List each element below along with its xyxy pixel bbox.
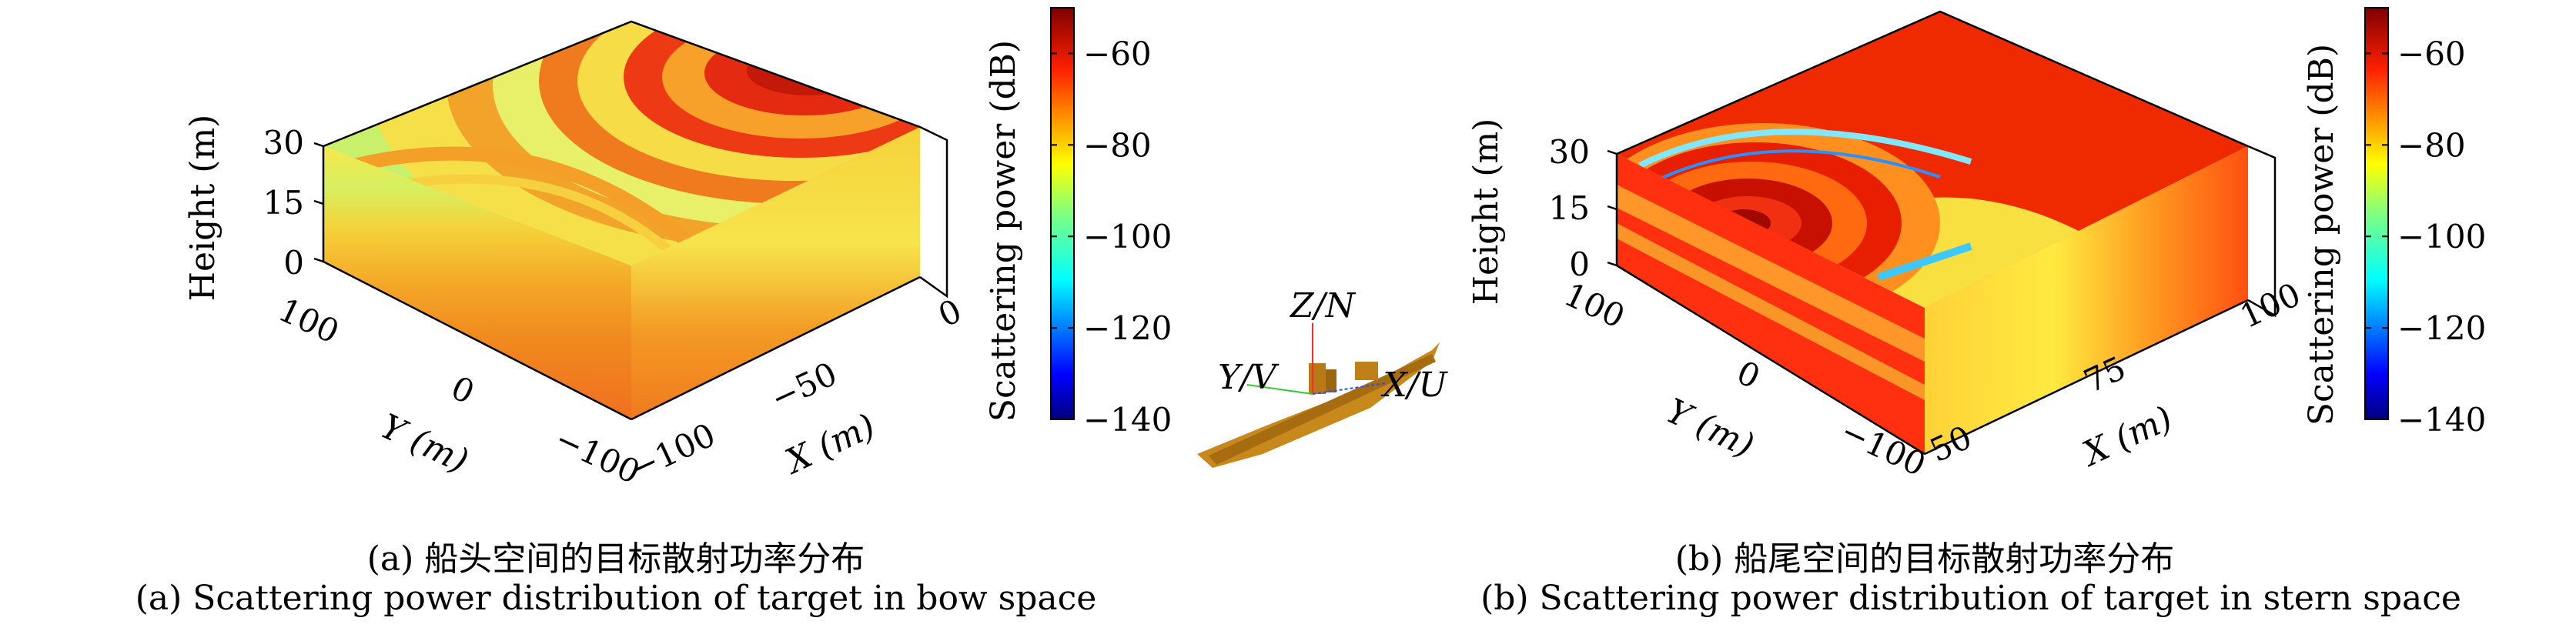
panel-a-y-tick: 100 bbox=[273, 291, 344, 351]
panel-a-z-tick: 0 bbox=[283, 244, 304, 282]
panel-a-y-tick: 0 bbox=[446, 369, 480, 412]
panel-a-z-tick: 15 bbox=[263, 184, 304, 222]
panel-b-colorbar-label: Scattering power (dB) bbox=[2302, 44, 2341, 426]
panel-b-z-tick: 30 bbox=[1549, 133, 1590, 171]
panel-a-x-tick: −50 bbox=[764, 355, 842, 418]
panel-a-plot bbox=[322, 20, 948, 421]
panel-a-colorbar-tick: −140 bbox=[1083, 401, 1172, 439]
panel-b-colorbar-tick: −140 bbox=[2397, 401, 2486, 439]
panel-b-z-tick: 0 bbox=[1569, 245, 1590, 283]
panel-b-colorbar-tick: −100 bbox=[2397, 218, 2486, 255]
ship-axis-y-label: Y/V bbox=[1218, 358, 1280, 397]
panel-b-caption-zh: (b) 船尾空间的目标散射功率分布 bbox=[1674, 539, 2175, 579]
panel-a-right-face bbox=[631, 127, 920, 419]
panel-a-caption-zh: (a) 船头空间的目标散射功率分布 bbox=[366, 539, 865, 579]
panel-b-z-axis: 30 15 0 Height (m) bbox=[1467, 119, 1618, 305]
panel-a-left-face bbox=[323, 146, 631, 419]
panel-a-x-tick: 0 bbox=[932, 292, 967, 335]
panel-b-colorbar-tick: −120 bbox=[2397, 309, 2486, 347]
panel-b-y-label: Y (m) bbox=[1660, 392, 1759, 466]
panel-a-z-axis: 30 15 0 Height (m) bbox=[183, 115, 324, 302]
panel-b-z-tick: 15 bbox=[1549, 189, 1590, 227]
panel-a-colorbar-label: Scattering power (dB) bbox=[984, 40, 1023, 422]
panel-a-colorbar-tick: −60 bbox=[1083, 35, 1152, 72]
panel-a-x-label: X (m) bbox=[778, 406, 881, 482]
panel-a-colorbar-tick: −80 bbox=[1083, 126, 1152, 164]
panel-b-right-face bbox=[1925, 146, 2248, 454]
panel-a-y-label: Y (m) bbox=[374, 407, 473, 482]
panel-a-z-tick: 30 bbox=[263, 124, 304, 162]
panel-b-x-label: X (m) bbox=[2075, 399, 2178, 475]
panel-b-colorbar-tick: −80 bbox=[2397, 126, 2466, 164]
panel-b-caption-en: (b) Scattering power distribution of tar… bbox=[1480, 579, 2461, 618]
panel-b-y-tick: 0 bbox=[1731, 353, 1766, 396]
ship-axis-x-label: X/U bbox=[1380, 366, 1448, 405]
panel-a-caption-en: (a) Scattering power distribution of tar… bbox=[135, 579, 1097, 618]
ship-axis-z-label: Z/N bbox=[1289, 286, 1356, 326]
panel-a-colorbar-tick: −120 bbox=[1083, 309, 1172, 347]
panel-b-colorbar: −60 −80 −100 −120 −140 Scattering power (dB) bbox=[2302, 7, 2486, 439]
panel-a-z-label: Height (m) bbox=[183, 115, 222, 302]
ship-model: Z/N Y/V X/U bbox=[1197, 286, 1449, 468]
panel-b-z-label: Height (m) bbox=[1467, 119, 1506, 305]
panel-b-y-tick: 100 bbox=[1558, 275, 1630, 336]
panel-a-colorbar-tick: −100 bbox=[1083, 218, 1172, 255]
panel-a-colorbar: −60 −80 −100 −120 −140 Scattering power (dB) bbox=[984, 7, 1172, 439]
panel-b-plot bbox=[1615, 10, 2277, 456]
panel-b-colorbar-tick: −60 bbox=[2397, 35, 2466, 72]
panel-a-x-tick: −100 bbox=[624, 416, 721, 487]
